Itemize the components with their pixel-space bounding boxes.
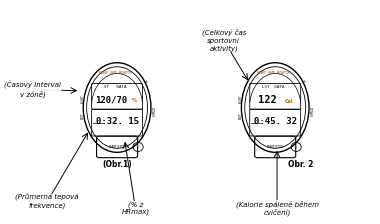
Text: (Kalorie spálené během
cvičení): (Kalorie spálené během cvičení) [236,200,318,216]
Text: OK: OK [294,145,298,149]
Text: START/STOP: START/STOP [267,145,283,149]
Text: EXIT: EXIT [81,112,85,119]
Text: %: % [132,98,138,103]
Text: OK: OK [136,145,140,149]
Text: LST  DATA: LST DATA [262,85,285,89]
Text: EXIT: EXIT [239,112,243,119]
Text: Cal: Cal [285,99,294,104]
Text: (Průmerná tepová
frekvence): (Průmerná tepová frekvence) [16,194,79,209]
Text: HEART  RATE  MONITOR: HEART RATE MONITOR [257,71,290,75]
Text: (Obr.1): (Obr.1) [102,160,132,169]
Text: UP: UP [142,79,147,84]
Text: UP: UP [300,79,306,84]
Text: LIGHT: LIGHT [81,94,85,103]
Text: (% z
HRmax): (% z HRmax) [122,201,150,215]
Text: Obr. 2: Obr. 2 [288,160,313,169]
Text: DOWN: DOWN [307,107,311,117]
Text: DOWN: DOWN [149,107,153,117]
Text: (Časový interval
v zóně): (Časový interval v zóně) [4,81,61,98]
Text: 120/70: 120/70 [95,95,127,104]
Text: HEART  RATE  MONITOR: HEART RATE MONITOR [99,71,132,75]
Text: LIGHT: LIGHT [239,94,243,103]
Text: ST   DATA: ST DATA [104,85,127,89]
Text: 0:32. 15: 0:32. 15 [96,117,139,126]
Text: 0:45. 32: 0:45. 32 [254,117,297,126]
Text: 122: 122 [258,95,277,105]
Text: (Celkový čas
sportovní
aktivity): (Celkový čas sportovní aktivity) [201,29,246,52]
Text: START/STOP: START/STOP [109,145,125,149]
